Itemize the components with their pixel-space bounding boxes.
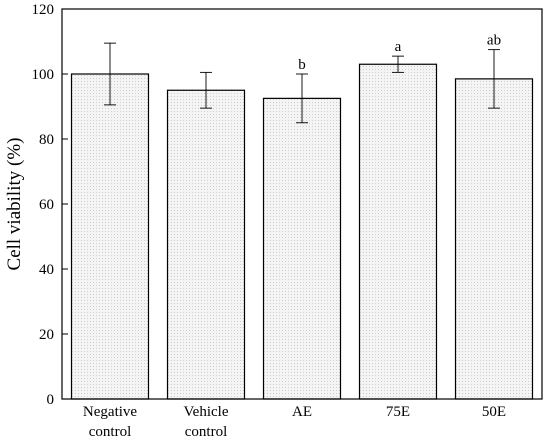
x-tick-label: control <box>185 424 228 440</box>
bar <box>358 63 438 400</box>
bar <box>166 89 246 400</box>
y-tick-label: 0 <box>47 392 55 408</box>
x-tick-label: 50E <box>482 404 506 420</box>
x-tick-label: Negative <box>83 404 137 420</box>
y-tick-label: 80 <box>39 132 54 148</box>
y-tick-label: 40 <box>39 262 54 278</box>
y-tick-label: 120 <box>32 2 55 18</box>
bar <box>454 78 534 400</box>
bar <box>70 73 150 400</box>
significance-label: a <box>395 39 402 55</box>
significance-label: ab <box>487 33 501 49</box>
x-tick-label: 75E <box>386 404 410 420</box>
y-tick-label: 60 <box>39 197 54 213</box>
x-tick-label: AE <box>292 404 312 420</box>
bar <box>262 97 342 400</box>
y-axis-title: Cell viability (%) <box>4 138 25 271</box>
significance-label: b <box>298 57 306 73</box>
y-tick-label: 100 <box>32 67 55 83</box>
x-tick-label: Vehicle <box>184 404 229 420</box>
plot-frame <box>61 8 543 400</box>
y-tick-label: 20 <box>39 327 54 343</box>
x-tick-label: control <box>89 424 132 440</box>
